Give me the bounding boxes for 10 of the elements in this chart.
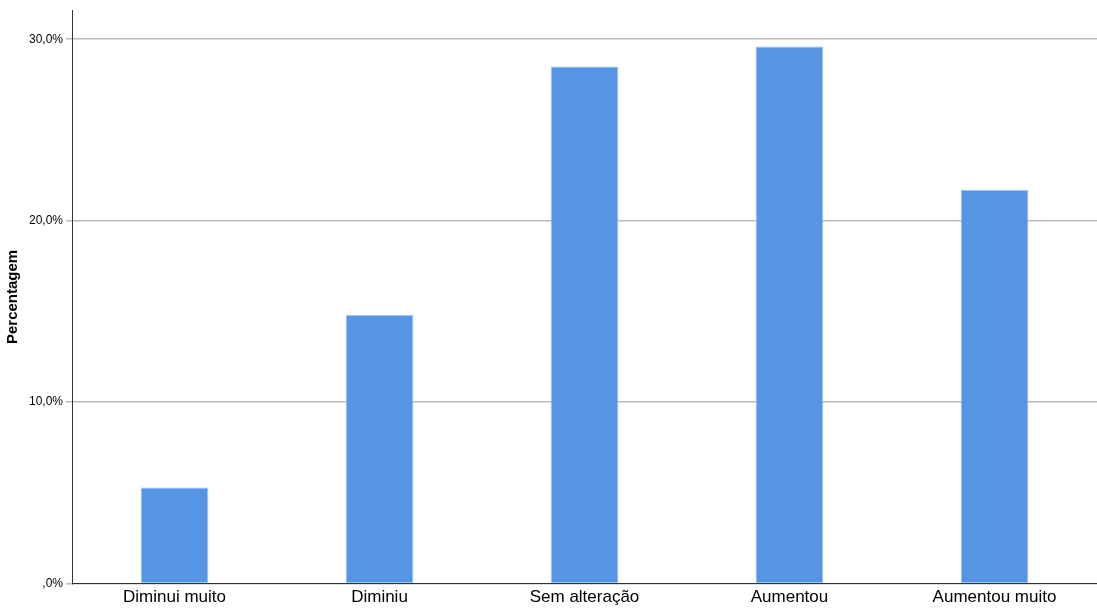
y-tick-label: 10,0% bbox=[28, 394, 64, 409]
y-axis-title: Percentagem bbox=[3, 249, 21, 345]
y-tick-label: 20,0% bbox=[28, 213, 64, 227]
x-tick-label: Diminiu bbox=[351, 587, 408, 607]
y-tick-label: ,0% bbox=[42, 575, 64, 590]
x-tick-label: Sem alteração bbox=[529, 587, 640, 607]
x-tick-label: Aumentou bbox=[750, 587, 829, 607]
x-tick-label: Diminui muito bbox=[123, 587, 227, 607]
x-tick-label: Aumentou muito bbox=[932, 587, 1057, 607]
y-tick-label: 30,0% bbox=[28, 31, 64, 46]
